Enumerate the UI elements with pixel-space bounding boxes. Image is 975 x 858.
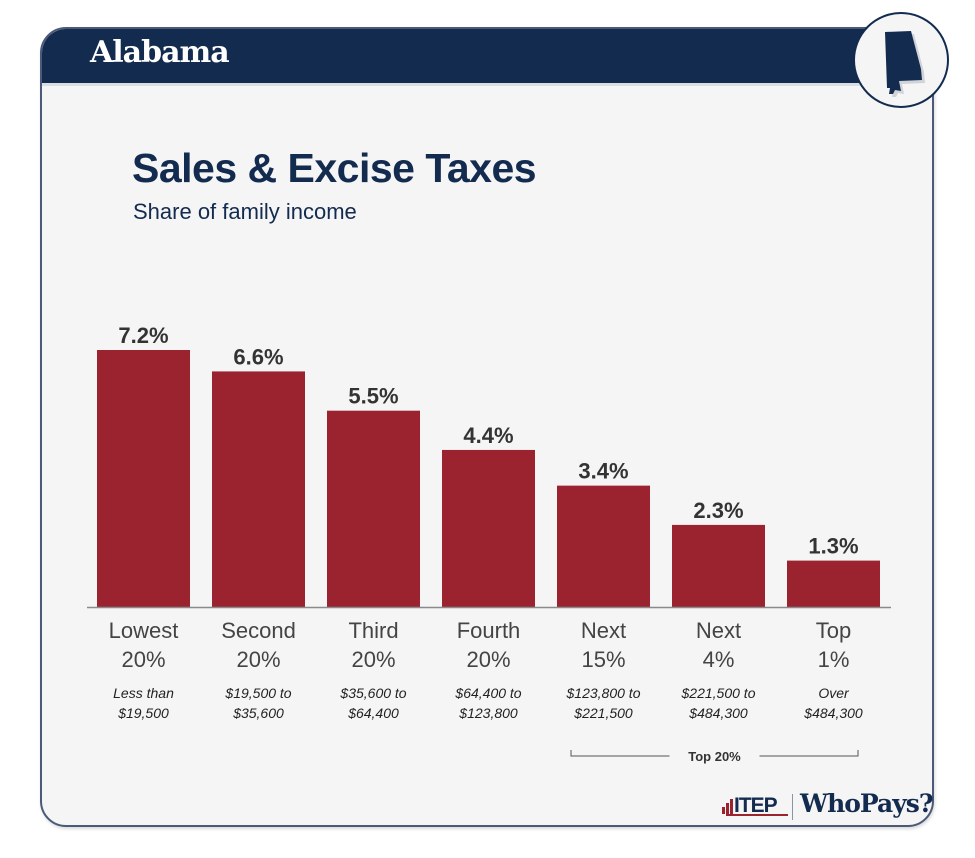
bar xyxy=(327,410,420,607)
value-label: 4.4% xyxy=(463,423,513,448)
itep-tagline-bar xyxy=(726,814,788,816)
bracket-right xyxy=(759,750,859,757)
category-label: Third xyxy=(348,618,398,643)
chart-subtitle: Share of family income xyxy=(133,199,357,224)
income-range-label: $221,500 xyxy=(573,705,633,721)
value-label: 1.3% xyxy=(808,534,858,559)
value-label: 7.2% xyxy=(118,323,168,348)
itep-logo-text: ITEP xyxy=(734,794,778,817)
value-label: 3.4% xyxy=(578,459,628,484)
bar xyxy=(787,560,880,607)
category-label: 4% xyxy=(703,647,735,672)
value-label: 6.6% xyxy=(233,344,283,369)
category-label: 1% xyxy=(818,647,850,672)
category-label: Next xyxy=(581,618,626,643)
bar xyxy=(212,371,305,607)
whopays-logo-text: WhoPays? xyxy=(800,789,934,818)
bar xyxy=(97,350,190,607)
income-range-label: $484,300 xyxy=(803,705,863,721)
income-range-label: $35,600 xyxy=(232,705,284,721)
income-range-label: $35,600 to xyxy=(339,685,406,701)
state-header: Alabama xyxy=(42,29,932,86)
category-label: Lowest xyxy=(109,618,179,643)
bar xyxy=(557,485,650,607)
income-range-label: $123,800 to xyxy=(566,685,641,701)
category-label: Fourth xyxy=(457,618,521,643)
income-range-label: $221,500 to xyxy=(681,685,756,701)
income-range-label: $484,300 xyxy=(688,705,748,721)
category-label: Next xyxy=(696,618,741,643)
value-label: 5.5% xyxy=(348,384,398,409)
chart-title: Sales & Excise Taxes xyxy=(132,145,537,191)
income-range-label: $64,400 xyxy=(347,705,399,721)
category-label: 20% xyxy=(236,647,280,672)
state-badge xyxy=(853,12,949,108)
category-label: 20% xyxy=(121,647,165,672)
alabama-map-icon xyxy=(885,31,925,97)
bar xyxy=(672,524,765,607)
bracket-left xyxy=(570,750,670,757)
top-20-annotation: Top 20% xyxy=(688,749,741,764)
category-label: Second xyxy=(221,618,296,643)
state-name: Alabama xyxy=(90,35,230,70)
logo-divider xyxy=(792,794,793,820)
itep-bars-icon xyxy=(722,799,733,814)
income-range-label: $64,400 to xyxy=(454,685,521,701)
income-range-label: Less than xyxy=(113,685,174,701)
category-label: Top xyxy=(816,618,851,643)
income-range-label: $123,800 xyxy=(458,705,518,721)
income-range-label: $19,500 xyxy=(117,705,169,721)
value-label: 2.3% xyxy=(693,498,743,523)
category-label: 20% xyxy=(466,647,510,672)
income-range-label: Over xyxy=(818,685,850,701)
category-label: 20% xyxy=(351,647,395,672)
bar xyxy=(442,449,535,607)
income-range-label: $19,500 to xyxy=(224,685,291,701)
category-label: 15% xyxy=(581,647,625,672)
